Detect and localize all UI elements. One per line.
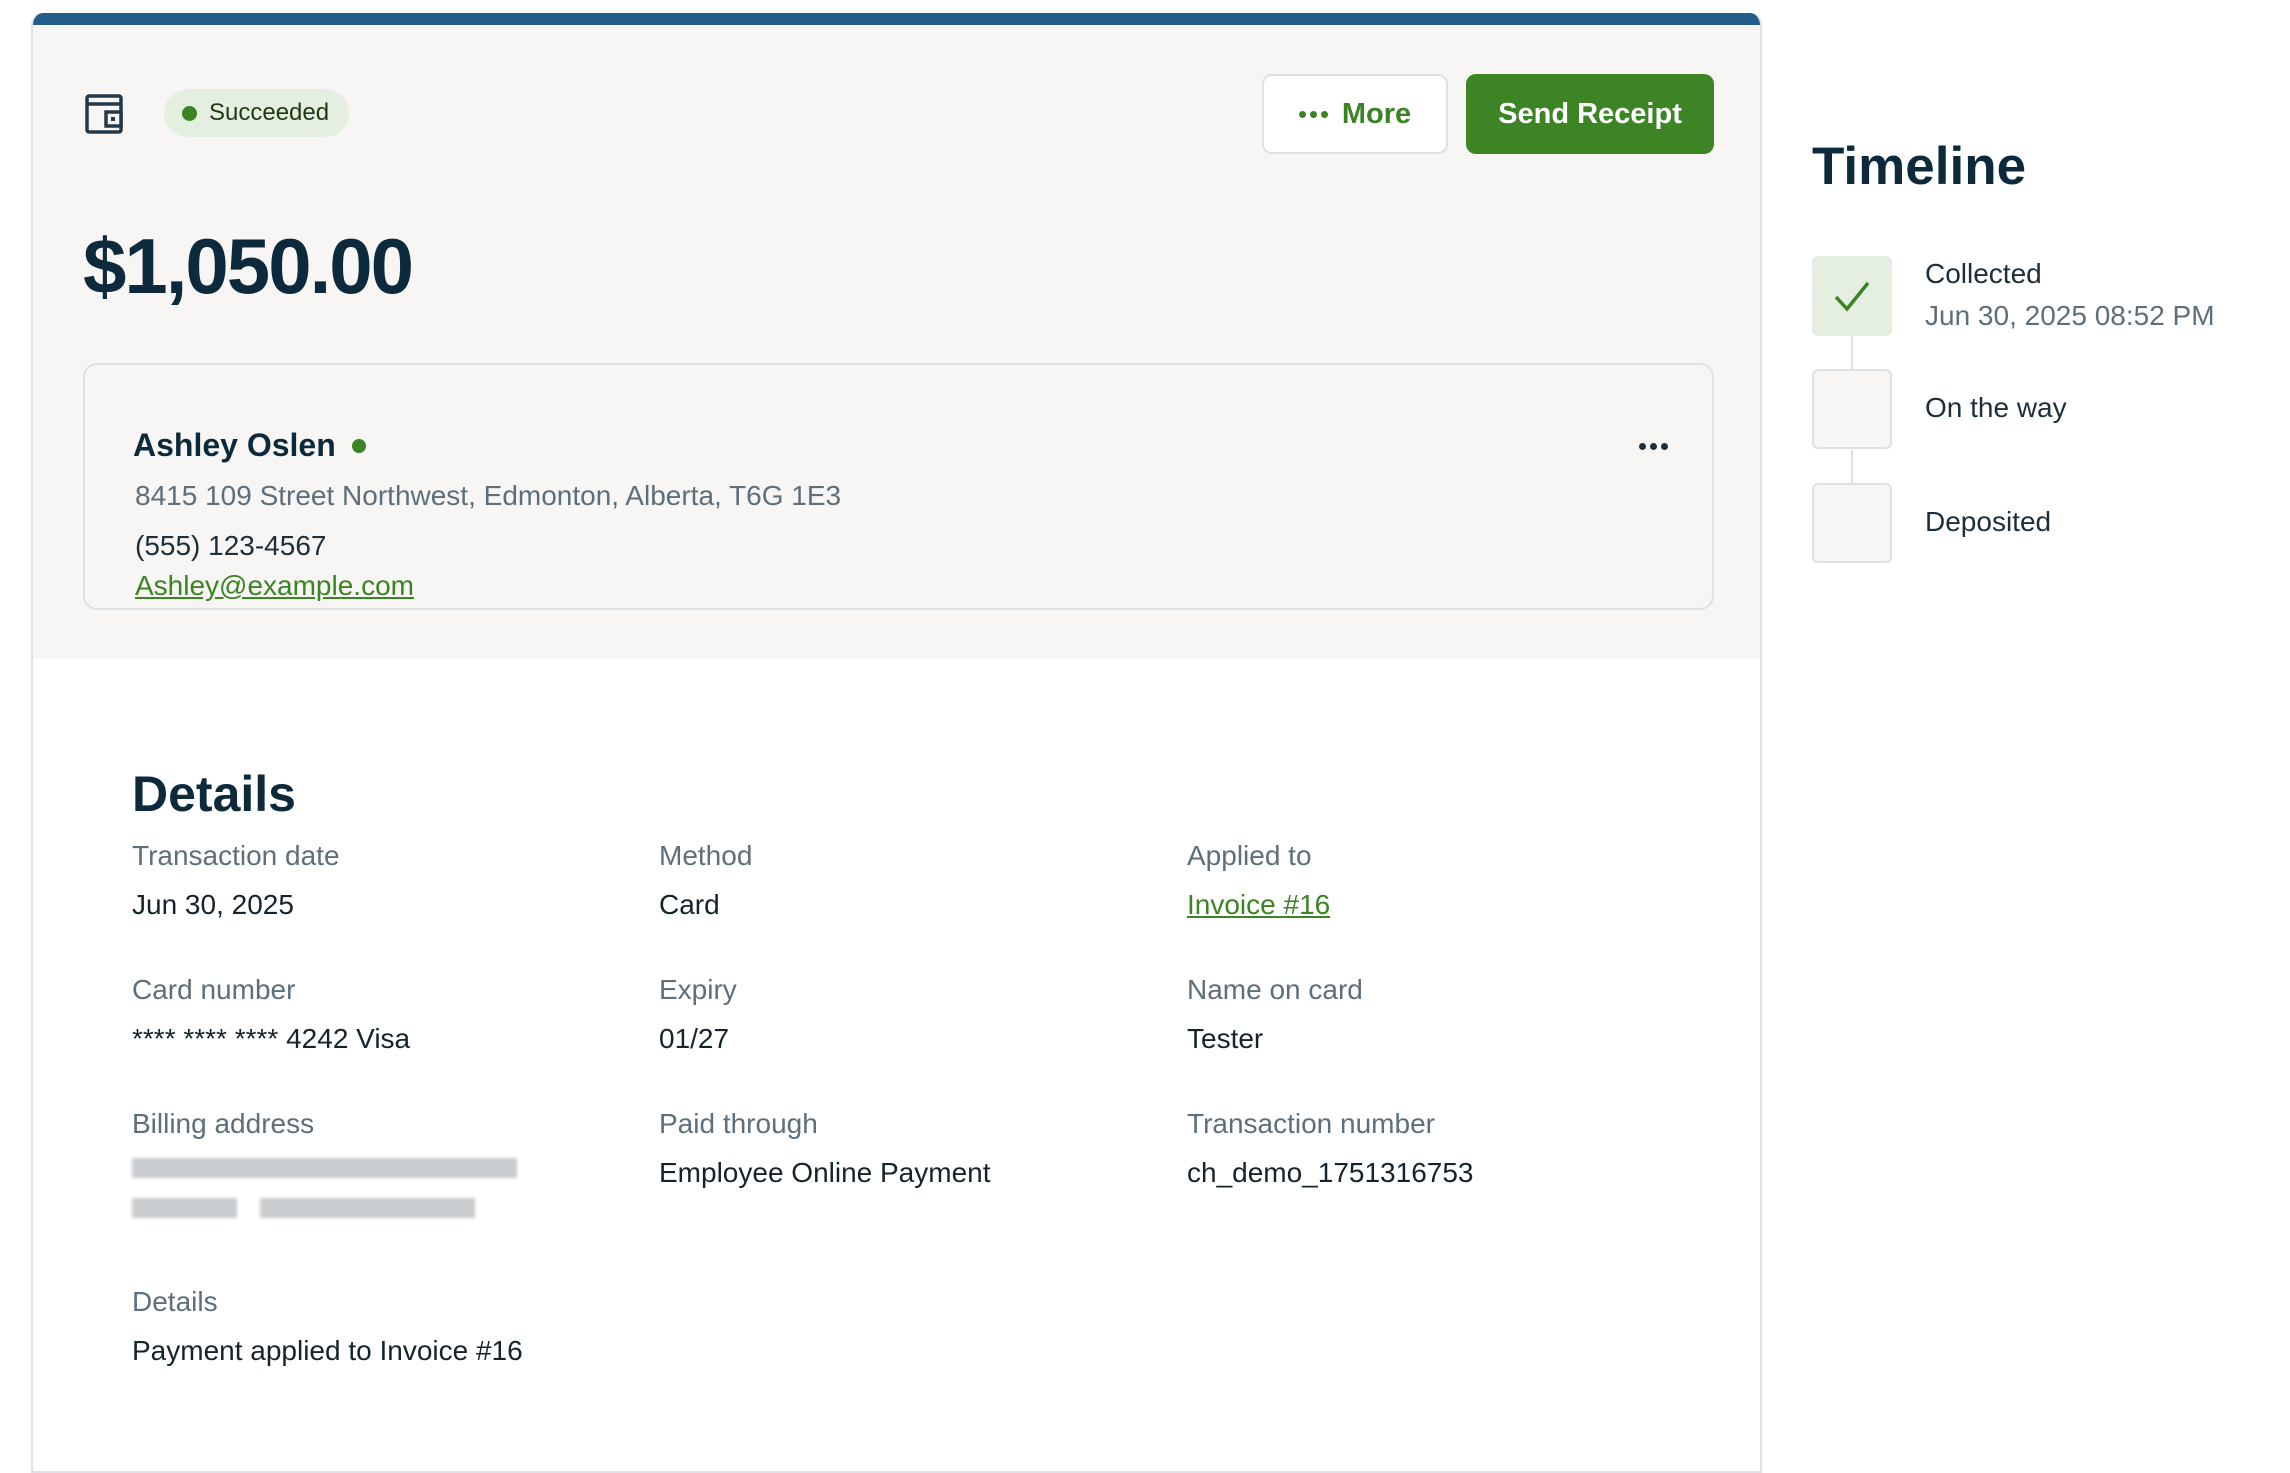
field-value: Employee Online Payment [659, 1157, 991, 1188]
field-value: Tester [1187, 1023, 1264, 1054]
field-label: Expiry [659, 974, 737, 1005]
field-value: **** **** **** 4242 Visa [132, 1023, 411, 1054]
timeline-step-collected-marker [1812, 256, 1892, 336]
field-value: 01/27 [659, 1023, 730, 1054]
timeline-heading: Timeline [1812, 137, 2027, 196]
timeline-step-label: Collected [1925, 258, 2042, 289]
customer-card: Ashley Oslen 8415 109 Street Northwest, … [83, 363, 1714, 610]
field-applied-to: Applied to Invoice #16 [1187, 840, 1330, 921]
field-billing-address: Billing address [132, 1108, 532, 1240]
field-label: Billing address [132, 1108, 315, 1139]
field-details: Details Payment applied to Invoice #16 [132, 1286, 523, 1367]
payment-amount: $1,050.00 [83, 222, 414, 310]
field-label: Transaction number [1187, 1108, 1435, 1139]
timeline-step-collected: Collected Jun 30, 2025 08:52 PM [1925, 258, 2215, 332]
customer-name-text: Ashley Oslen [133, 427, 336, 463]
customer-phone: (555) 123-4567 [135, 530, 327, 561]
field-label: Name on card [1187, 974, 1363, 1005]
field-transaction-number: Transaction number ch_demo_1751316753 [1187, 1108, 1473, 1189]
customer-menu-ellipsis-icon[interactable] [1639, 443, 1668, 450]
customer-address: 8415 109 Street Northwest, Edmonton, Alb… [135, 480, 842, 511]
field-label: Card number [132, 974, 296, 1005]
invoice-link[interactable]: Invoice #16 [1187, 889, 1331, 920]
timeline-step-date: Jun 30, 2025 08:52 PM [1925, 300, 2215, 331]
field-transaction-date: Transaction date Jun 30, 2025 [132, 840, 340, 921]
field-label: Transaction date [132, 840, 340, 871]
field-value: Jun 30, 2025 [132, 889, 294, 920]
field-expiry: Expiry 01/27 [659, 974, 737, 1055]
field-label: Paid through [659, 1108, 818, 1139]
top-accent-bar [33, 13, 1760, 25]
field-name-on-card: Name on card Tester [1187, 974, 1363, 1055]
timeline-connector [1851, 336, 1853, 370]
field-method: Method Card [659, 840, 752, 921]
timeline-step-on-the-way-marker [1812, 369, 1892, 449]
more-label: More [1341, 97, 1412, 130]
status-dot-icon [182, 105, 197, 121]
field-value: Payment applied to Invoice #16 [132, 1335, 523, 1366]
more-button[interactable]: More [1262, 74, 1448, 154]
timeline-step-on-the-way: On the way [1925, 392, 2067, 423]
wallet-icon [84, 93, 126, 135]
active-dot-icon [351, 438, 366, 453]
checkmark-icon [1834, 281, 1870, 312]
timeline-step-deposited: Deposited [1925, 506, 2052, 537]
send-receipt-button[interactable]: Send Receipt [1466, 74, 1714, 154]
customer-email-link[interactable]: Ashley@example.com [135, 570, 414, 601]
timeline-step-deposited-marker [1812, 483, 1892, 563]
field-card-number: Card number **** **** **** 4242 Visa [132, 974, 410, 1055]
status-text: Succeeded [209, 99, 330, 126]
ellipsis-icon [1298, 110, 1328, 118]
payment-card: Succeeded More Send Receipt $1,050.00 As… [31, 13, 1762, 1473]
field-label: Details [132, 1286, 218, 1317]
field-value: Card [659, 889, 720, 920]
field-value: ch_demo_1751316753 [1187, 1157, 1474, 1188]
field-label: Method [659, 840, 753, 871]
status-badge: Succeeded [164, 89, 350, 137]
timeline-connector [1851, 450, 1853, 484]
redacted-billing-address [132, 1150, 532, 1240]
customer-name: Ashley Oslen [133, 427, 366, 464]
field-paid-through: Paid through Employee Online Payment [659, 1108, 991, 1189]
details-heading: Details [132, 766, 296, 822]
field-label: Applied to [1187, 840, 1312, 871]
